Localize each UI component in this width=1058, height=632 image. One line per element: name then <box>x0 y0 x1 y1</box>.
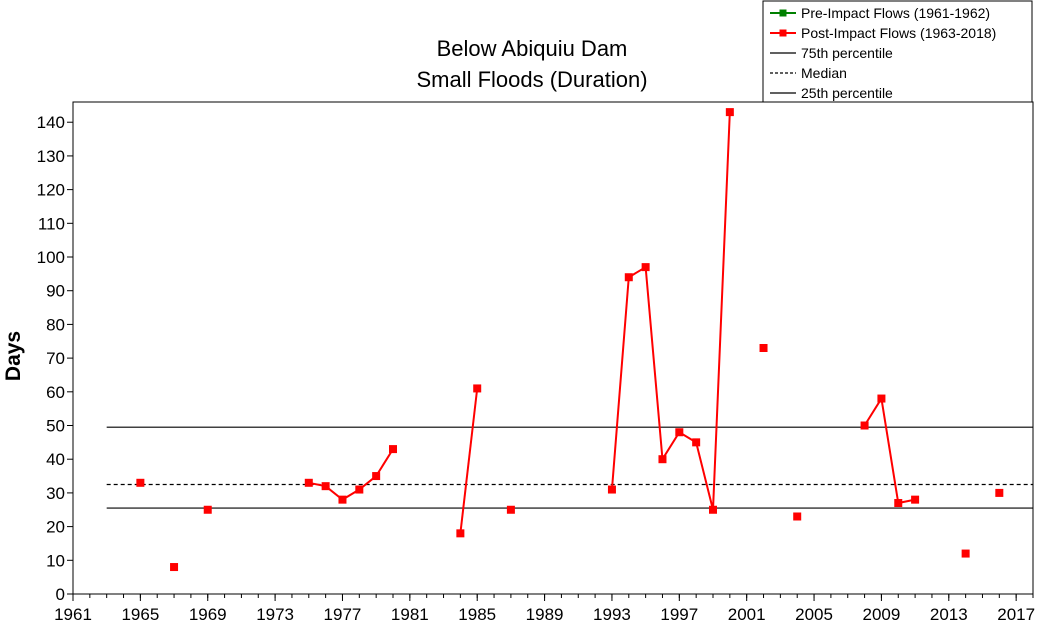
chart-title-line-1: Below Abiquiu Dam <box>437 36 628 61</box>
y-axis: 0 10 20 30 40 50 60 70 80 90 100 110 120 130 140 <box>37 113 73 604</box>
y-axis-label: Days <box>2 331 25 381</box>
data-point-1995 <box>641 263 650 272</box>
data-point-1980 <box>389 445 397 454</box>
data-point-1979 <box>372 472 381 481</box>
x-tick-label: 1965 <box>121 605 159 624</box>
data-point-2002 <box>759 344 768 352</box>
legend-box <box>762 0 1033 103</box>
reference-lines <box>106 426 1033 509</box>
legend-label-post: Post-Impact Flows (1963-2018) <box>801 25 996 41</box>
data-point-1993 <box>607 485 616 494</box>
data-point-1965 <box>136 478 145 487</box>
data-point-1975 <box>304 478 313 487</box>
legend: Pre-Impact Flows (1961-1962) Post-Impact … <box>762 0 1033 103</box>
legend-label-p25: 25th percentile <box>801 85 893 101</box>
chart-title-line-2: Small Floods (Duration) <box>416 67 647 92</box>
data-point-1976 <box>321 482 330 491</box>
legend-swatch-marker-post <box>779 29 787 37</box>
data-point-1999 <box>709 505 717 514</box>
legend-items: Pre-Impact Flows (1961-1962) Post-Impact … <box>770 5 996 101</box>
y-tick-label: 100 <box>37 248 65 267</box>
y-tick-label: 30 <box>46 484 65 503</box>
y-tick-label: 90 <box>46 282 65 301</box>
x-tick-label: 1985 <box>458 605 496 624</box>
x-tick-label: 2013 <box>930 605 968 624</box>
x-tick-label: 1997 <box>660 605 698 624</box>
data-point-2004 <box>793 512 802 521</box>
legend-label-p75: 75th percentile <box>801 45 893 61</box>
y-tick-label: 80 <box>46 315 65 334</box>
x-tick-label: 1981 <box>391 605 429 624</box>
data-point-1984 <box>456 529 465 538</box>
legend-swatch-marker-pre <box>779 9 787 17</box>
data-point-1967 <box>170 563 179 572</box>
data-point-2011 <box>911 495 920 504</box>
data-point-1969 <box>203 505 212 514</box>
y-tick-label: 130 <box>37 147 65 166</box>
x-tick-label: 1977 <box>324 605 362 624</box>
data-point-1977 <box>338 495 347 504</box>
y-tick-label: 40 <box>46 450 65 469</box>
x-tick-label: 2009 <box>863 605 901 624</box>
y-tick-label: 50 <box>46 417 65 436</box>
y-tick-label: 140 <box>37 113 65 132</box>
y-tick-label: 120 <box>37 181 65 200</box>
series-line-segment <box>863 395 916 505</box>
data-point-1978 <box>355 485 364 494</box>
data-point-2014 <box>961 549 970 558</box>
data-point-2008 <box>860 421 869 430</box>
y-tick-label: 110 <box>38 214 65 233</box>
x-tick-label: 1989 <box>526 605 564 624</box>
y-tick-label: 0 <box>56 585 65 604</box>
plot-area <box>72 101 1034 595</box>
data-point-2016 <box>995 488 1004 497</box>
data-point-2009 <box>877 394 886 403</box>
x-tick-label: 1969 <box>189 605 227 624</box>
data-point-1987 <box>506 505 515 514</box>
y-tick-label: 20 <box>46 518 65 537</box>
series-line-segment <box>459 388 479 534</box>
y-tick-label: 10 <box>46 551 65 570</box>
x-tick-label: 1993 <box>593 605 631 624</box>
series-layer <box>136 108 1004 572</box>
y-tick-label: 60 <box>46 383 65 402</box>
x-tick-label: 1961 <box>54 605 92 624</box>
x-tick-label: 1973 <box>256 605 294 624</box>
data-point-1997 <box>675 428 684 437</box>
data-point-2000 <box>725 108 734 117</box>
legend-label-median: Median <box>801 65 847 81</box>
y-tick-label: 70 <box>46 349 65 368</box>
data-point-1994 <box>624 273 633 282</box>
data-point-1985 <box>473 384 482 393</box>
x-tick-label: 2017 <box>997 605 1035 624</box>
data-point-1998 <box>692 438 701 447</box>
x-axis: 1961 1965 1969 1973 1977 1981 1985 1989 1993 1997… <box>54 594 1035 624</box>
data-point-1996 <box>658 455 667 464</box>
legend-label-pre: Pre-Impact Flows (1961-1962) <box>801 5 990 21</box>
x-tick-label: 2005 <box>795 605 833 624</box>
data-point-2010 <box>894 499 903 508</box>
x-tick-label: 2001 <box>728 605 766 624</box>
